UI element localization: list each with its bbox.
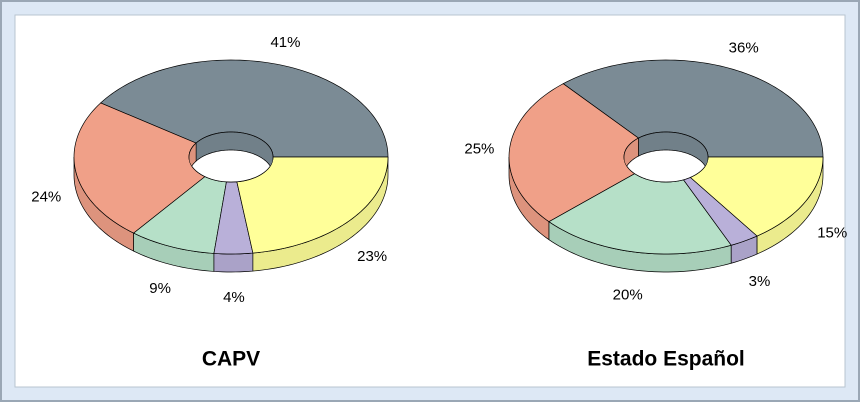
segment-side [213, 252, 254, 273]
chart-title: CAPV [202, 348, 260, 371]
data-label: 9% [149, 280, 171, 297]
hole-walls [624, 132, 708, 176]
data-label: 36% [729, 40, 759, 57]
data-label: 3% [749, 273, 771, 290]
segment-inner-side [624, 137, 639, 176]
chart-title: Estado Español [587, 348, 745, 371]
data-label: 24% [31, 188, 61, 205]
data-label: 15% [817, 224, 847, 241]
data-label: 41% [270, 34, 300, 51]
data-label: 25% [464, 140, 494, 157]
data-label: 20% [613, 286, 643, 303]
donut [73, 59, 389, 273]
donut [508, 59, 824, 273]
data-label: 4% [223, 289, 245, 306]
data-label: 23% [357, 248, 387, 265]
